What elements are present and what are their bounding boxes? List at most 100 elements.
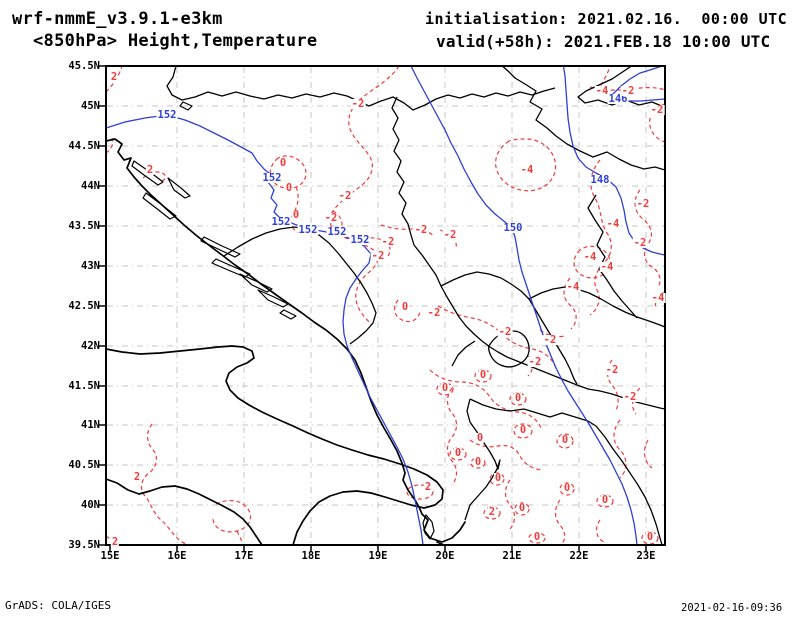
border-path bbox=[528, 286, 665, 328]
field-title: <850hPa> Height,Temperature bbox=[33, 31, 318, 51]
temp-contour-path bbox=[393, 299, 421, 323]
map-frame bbox=[105, 65, 666, 546]
temp-contour-label: 0 bbox=[645, 531, 655, 543]
temp-contour-label: 0 bbox=[513, 392, 523, 404]
border-path bbox=[413, 244, 665, 410]
temp-contour-label: 2 bbox=[109, 71, 119, 83]
island-path bbox=[279, 309, 297, 320]
temp-contour-label: 2 bbox=[145, 164, 155, 176]
island-path bbox=[211, 258, 251, 278]
temperature-contour-layer bbox=[106, 66, 665, 545]
island-path bbox=[179, 101, 193, 111]
lon-axis-label: 21E bbox=[502, 550, 522, 562]
temp-contour-loop bbox=[556, 433, 574, 449]
island-path bbox=[142, 192, 177, 220]
grads-credit: GrADS: COLA/IGES bbox=[5, 599, 111, 612]
border-path bbox=[223, 226, 377, 345]
creation-timestamp: 2021-02-16-09:36 bbox=[681, 602, 783, 614]
temp-contour-loop bbox=[483, 506, 501, 520]
height-contour-label: 152 bbox=[270, 216, 292, 228]
lon-axis-label: 17E bbox=[234, 550, 254, 562]
lat-axis-label: 42.5N bbox=[68, 300, 100, 312]
lat-axis-label: 44.5N bbox=[68, 140, 100, 152]
temp-contour-path bbox=[554, 499, 566, 545]
height-contour-label: 148 bbox=[589, 174, 611, 186]
lat-axis-label: 43N bbox=[81, 260, 100, 272]
temp-contour-label: -2 bbox=[649, 104, 665, 116]
height-contour-label: 150 bbox=[502, 222, 524, 234]
temp-contour-path bbox=[469, 439, 543, 471]
temp-contour-label: -2 bbox=[497, 326, 513, 338]
temp-contour-label: -4 bbox=[565, 281, 581, 293]
border-path bbox=[469, 398, 597, 427]
coastline-path bbox=[106, 478, 263, 545]
temp-contour-label: -4 bbox=[519, 164, 535, 176]
temp-contour-label: -2 bbox=[442, 229, 458, 241]
lat-axis-label: 45.5N bbox=[68, 60, 100, 72]
temp-contour-label: 0 bbox=[478, 369, 488, 381]
temp-contour-label: -4 bbox=[650, 292, 666, 304]
temp-contour-label: -2 bbox=[527, 356, 543, 368]
temp-contour-label: 0 bbox=[600, 494, 610, 506]
lat-axis-label: 39.5N bbox=[68, 539, 100, 551]
grid-layer bbox=[107, 67, 664, 544]
border-path bbox=[391, 96, 415, 246]
border-path bbox=[501, 66, 665, 171]
temp-contour-label: 0 bbox=[518, 424, 528, 436]
lon-axis-label: 20E bbox=[435, 550, 455, 562]
temp-contour-label: -2 bbox=[350, 98, 366, 110]
temp-contour-label: -2 bbox=[542, 334, 558, 346]
temp-contour-path bbox=[589, 159, 612, 316]
temp-contour-loop bbox=[474, 369, 492, 383]
lon-axis-label: 18E bbox=[301, 550, 321, 562]
temp-contour-path bbox=[429, 369, 543, 431]
lat-axis-label: 41N bbox=[81, 419, 100, 431]
temp-contour-path bbox=[599, 66, 612, 88]
temp-contour-label: 0 bbox=[400, 301, 410, 313]
temp-contour-path bbox=[504, 479, 516, 530]
coastline-path bbox=[106, 345, 444, 545]
temp-contour-path bbox=[212, 499, 252, 533]
temp-contour-label: 0 bbox=[284, 182, 294, 194]
temp-contour-loop bbox=[509, 392, 527, 406]
temp-contour-path bbox=[613, 419, 627, 479]
coastline-layer bbox=[106, 101, 466, 545]
temp-contour-loop bbox=[513, 423, 533, 439]
temp-contour-loop bbox=[436, 382, 454, 396]
lon-axis-label: 23E bbox=[636, 550, 656, 562]
temp-contour-loop bbox=[406, 484, 434, 500]
temp-contour-label: -2 bbox=[323, 212, 339, 224]
temp-contour-label: 2 bbox=[423, 481, 433, 493]
tick-layer bbox=[99, 65, 647, 552]
temp-contour-label: -2 bbox=[337, 190, 353, 202]
height-contour-label: 152 bbox=[297, 224, 319, 236]
temp-contour-label: 0 bbox=[291, 209, 301, 221]
lat-axis-label: 41.5N bbox=[68, 380, 100, 392]
border-path bbox=[464, 398, 501, 521]
temp-contour-label: -4 bbox=[594, 85, 610, 97]
temp-contour-label: -4 bbox=[599, 261, 615, 273]
temp-contour-label: 0 bbox=[532, 531, 542, 543]
temp-contour-path bbox=[140, 423, 193, 545]
temp-contour-label: 2 bbox=[132, 471, 142, 483]
height-contour-label: 152 bbox=[156, 109, 178, 121]
height-contour-label: 152 bbox=[349, 234, 371, 246]
init-time-label: initialisation: 2021.02.16. 00:00 UTC bbox=[425, 10, 788, 28]
temp-contour-label: 0 bbox=[278, 157, 288, 169]
valid-time-label: valid(+58h): 2021.FEB.18 10:00 UTC bbox=[436, 32, 771, 51]
temp-contour-label: -4 bbox=[582, 251, 598, 263]
temp-contour-path bbox=[236, 530, 244, 545]
height-contour-label: 152 bbox=[261, 172, 283, 184]
lat-axis-label: 42N bbox=[81, 340, 100, 352]
temp-contour-path bbox=[332, 210, 343, 230]
island-path bbox=[200, 236, 241, 258]
lat-axis-label: 44N bbox=[81, 180, 100, 192]
border-layer bbox=[166, 66, 665, 545]
temp-contour-label: 0 bbox=[562, 482, 572, 494]
island-path bbox=[257, 289, 289, 308]
temp-contour-label: -2 bbox=[635, 198, 651, 210]
model-title: wrf-nmmE_v3.9.1-e3km bbox=[12, 9, 223, 29]
temp-contour-loop bbox=[596, 494, 614, 508]
temp-contour-label: -2 bbox=[620, 85, 636, 97]
temp-contour-label: 2 bbox=[110, 536, 120, 548]
